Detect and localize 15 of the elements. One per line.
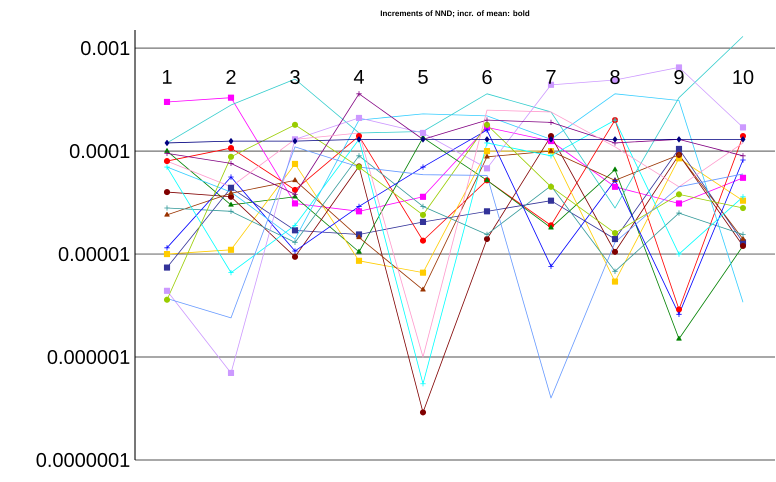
x-tick-label: 7 (546, 70, 556, 84)
y-tick-label: 0.0001 (70, 144, 130, 158)
x-tick-label: 10 (733, 70, 754, 84)
x-tick-label: 9 (674, 70, 684, 84)
x-tick-label: 5 (418, 70, 428, 84)
y-tick-label: 0.00001 (58, 246, 130, 262)
x-tick-label: 8 (610, 70, 620, 84)
x-tick-label: 1 (162, 70, 172, 84)
x-tick-label: 6 (482, 70, 492, 84)
chart-title: Increments of NND; incr. of mean: bold (380, 10, 530, 18)
y-tick-label: 0.000001 (48, 350, 130, 364)
y-tick-label: 0.001 (81, 41, 130, 56)
x-tick-label: 2 (226, 70, 236, 84)
y-tick-label: 0.0000001 (36, 452, 130, 468)
x-tick-label: 4 (354, 70, 364, 84)
